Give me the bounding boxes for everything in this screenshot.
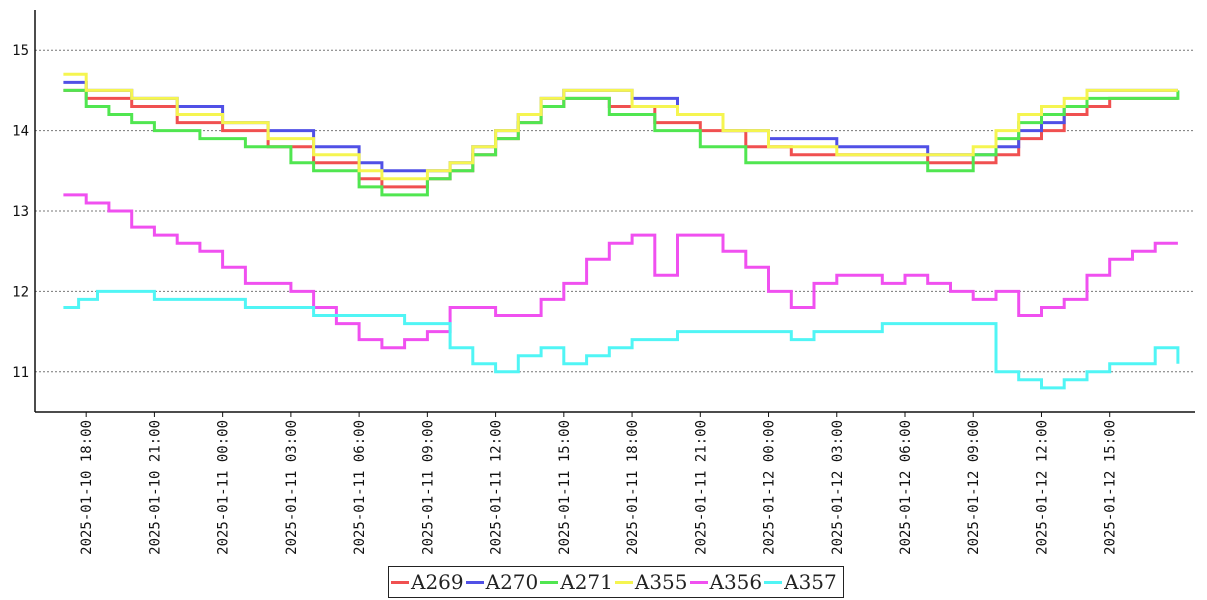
line-chart: 11 12 13 14 15 2025-01-10 18:00 2025-01-10 21… bbox=[12, 10, 1195, 555]
legend-swatch bbox=[540, 580, 559, 584]
x-tick-label: 2025-01-10 18:00 bbox=[79, 420, 95, 555]
y-tick-label: 13 bbox=[12, 204, 29, 220]
x-tick-label: 2025-01-12 15:00 bbox=[1103, 420, 1119, 555]
series-line-a270 bbox=[63, 80, 1178, 173]
legend-item-a269: A269 bbox=[391, 570, 464, 594]
legend-label: A356 bbox=[709, 570, 763, 594]
x-tick-label: 2025-01-11 21:00 bbox=[693, 420, 709, 555]
x-tick-label: 2025-01-12 03:00 bbox=[830, 420, 846, 555]
axes bbox=[34, 10, 1195, 413]
series-lines bbox=[63, 72, 1180, 390]
x-tick-label: 2025-01-11 18:00 bbox=[625, 420, 641, 555]
x-tick-label: 2025-01-11 03:00 bbox=[284, 420, 300, 555]
y-tick-label: 15 bbox=[12, 43, 29, 59]
y-tick-label: 11 bbox=[12, 365, 29, 381]
x-tick-label: 2025-01-12 12:00 bbox=[1034, 420, 1050, 555]
x-tick-label: 2025-01-12 09:00 bbox=[966, 420, 982, 555]
x-tick-label: 2025-01-11 12:00 bbox=[489, 420, 505, 555]
legend-item-a271: A271 bbox=[540, 570, 613, 594]
legend-label: A269 bbox=[411, 570, 464, 594]
y-tick-label: 12 bbox=[12, 284, 29, 300]
legend-swatch bbox=[689, 580, 708, 584]
x-tick-label: 2025-01-11 09:00 bbox=[420, 420, 436, 555]
x-tick-label: 2025-01-12 00:00 bbox=[762, 420, 778, 555]
x-tick-label: 2025-01-11 06:00 bbox=[352, 420, 368, 555]
y-tick-labels: 11 12 13 14 15 bbox=[12, 43, 29, 381]
x-tick-label: 2025-01-12 06:00 bbox=[898, 420, 914, 555]
legend-swatch bbox=[465, 580, 484, 584]
x-tick-label: 2025-01-11 15:00 bbox=[557, 420, 573, 555]
legend-swatch bbox=[391, 580, 409, 584]
series-line-a357 bbox=[63, 289, 1180, 390]
x-tick-label: 2025-01-10 21:00 bbox=[147, 420, 163, 555]
legend-item-a355: A355 bbox=[614, 570, 688, 594]
legend-swatch bbox=[764, 580, 783, 584]
x-tick-labels: 2025-01-10 18:00 2025-01-10 21:00 2025-01-… bbox=[79, 412, 1119, 555]
legend-item-a356: A356 bbox=[689, 570, 763, 594]
legend-swatch bbox=[614, 580, 633, 584]
legend: A269 A270 A271 A355 A356 A357 bbox=[388, 566, 844, 598]
gridlines bbox=[35, 49, 1195, 373]
series-line-a355 bbox=[63, 72, 1178, 181]
legend-item-a357: A357 bbox=[764, 570, 837, 594]
legend-label: A270 bbox=[485, 570, 539, 594]
series-line-a356 bbox=[63, 193, 1178, 350]
legend-label: A355 bbox=[634, 570, 688, 594]
legend-item-a270: A270 bbox=[465, 570, 539, 594]
y-tick-label: 14 bbox=[12, 124, 29, 140]
legend-label: A357 bbox=[784, 570, 837, 594]
x-tick-label: 2025-01-11 00:00 bbox=[216, 420, 232, 555]
legend-label: A271 bbox=[560, 570, 613, 594]
